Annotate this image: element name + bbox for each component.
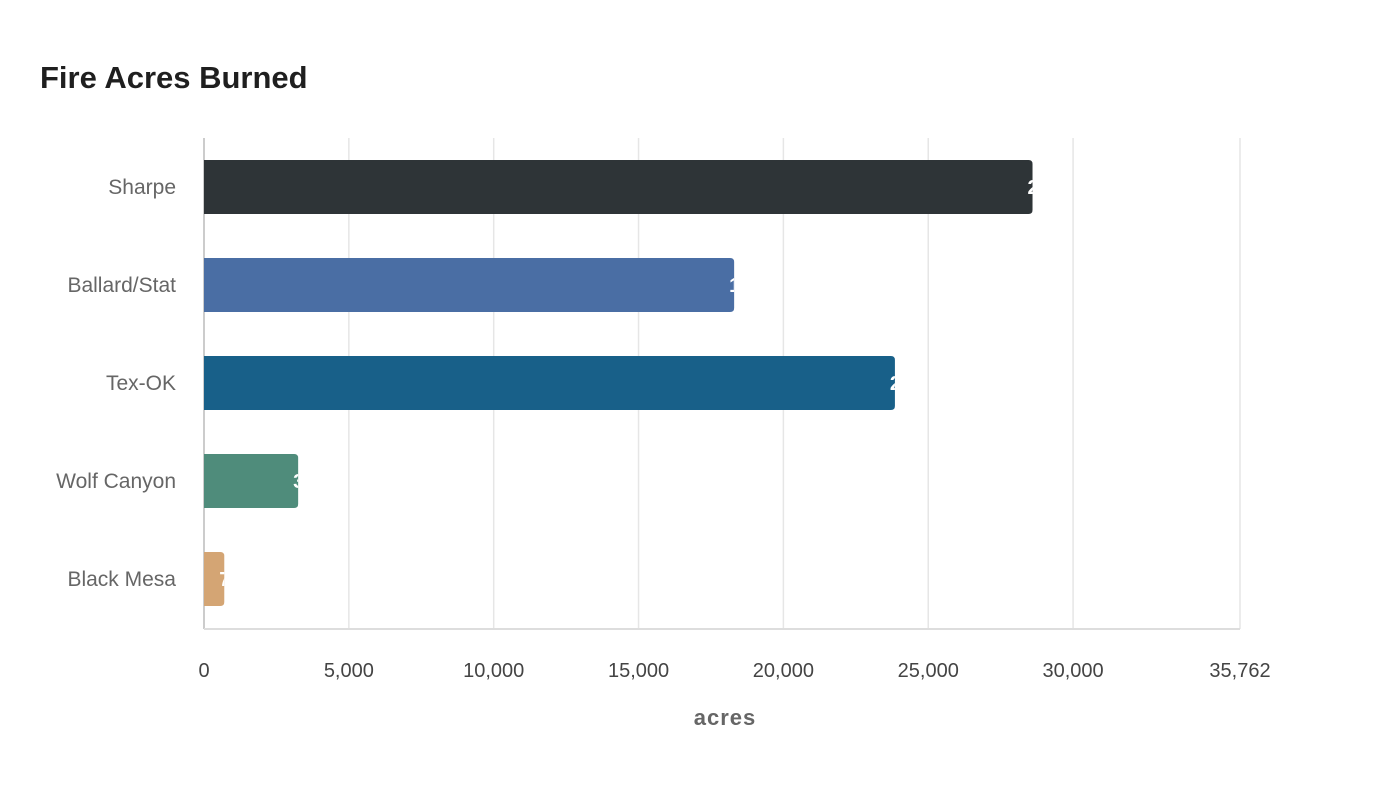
x-tick-label: 25,000 xyxy=(898,660,959,682)
category-label: Black Mesa xyxy=(67,568,176,591)
bar-value-label: 18,300 xyxy=(729,275,790,297)
bar-value-label: 700 xyxy=(219,569,252,591)
bar-ballard-stat[interactable] xyxy=(204,258,735,312)
x-tick-label: 20,000 xyxy=(753,660,814,682)
bar-black-mesa[interactable] xyxy=(204,552,225,606)
bar-value-label: 28,600 xyxy=(1028,177,1089,199)
x-tick-label: 10,000 xyxy=(463,660,524,682)
bar-tex-ok[interactable] xyxy=(204,356,895,410)
x-tick-label: 5,000 xyxy=(324,660,374,682)
x-tick-label: 15,000 xyxy=(608,660,669,682)
category-label: Tex-OK xyxy=(106,372,176,395)
bar-value-label: 3,250 xyxy=(293,471,343,493)
x-tick-label: 35,762 xyxy=(1209,660,1270,682)
chart-title: Fire Acres Burned xyxy=(40,60,308,95)
x-axis-title: acres xyxy=(694,705,757,730)
category-label: Sharpe xyxy=(108,176,176,199)
x-tick-label: 0 xyxy=(198,660,209,682)
x-tick-label: 30,000 xyxy=(1042,660,1103,682)
category-label: Ballard/Stat xyxy=(67,274,176,297)
bar-sharpe[interactable] xyxy=(204,160,1033,214)
category-label: Wolf Canyon xyxy=(56,470,176,493)
bar-value-label: 23,850 xyxy=(890,373,951,395)
bar-wolf-canyon[interactable] xyxy=(204,454,299,508)
